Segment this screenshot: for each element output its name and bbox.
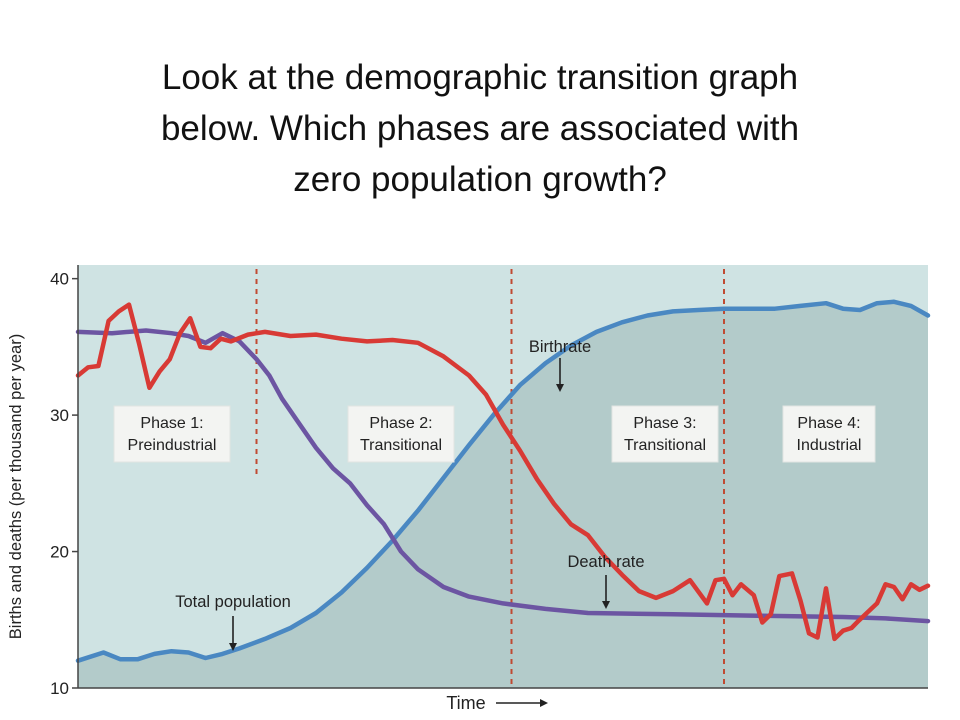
- demographic-transition-chart: 10 20 30 40 Births and deaths (per thousand …: [7, 265, 931, 713]
- question-text: Look at the demographic transition graph…: [60, 52, 900, 205]
- birthrate-annotation-arrow-head: [556, 384, 564, 392]
- total-population-annotation-arrow-head: [229, 643, 237, 651]
- phase-1-title: Phase 1:: [140, 415, 203, 432]
- phase-4-name: Industrial: [797, 437, 862, 454]
- y-axis-label: Births and deaths (per thousand per year…: [7, 334, 25, 639]
- phase-4-title: Phase 4:: [797, 415, 860, 432]
- y-tick-label-20: 20: [50, 543, 69, 562]
- y-tick-label-40: 40: [50, 270, 69, 289]
- question-line-3: zero population growth?: [293, 160, 667, 199]
- phase-2-title: Phase 2:: [369, 415, 432, 432]
- birthrate-annotation: Birthrate: [529, 338, 591, 356]
- y-tick-label-10: 10: [50, 679, 69, 698]
- phase-3-box: [611, 405, 719, 463]
- question-line-2: below. Which phases are associated with: [160, 109, 800, 148]
- phase-1-name: Preindustrial: [128, 437, 217, 454]
- phase-3-name: Transitional: [624, 437, 706, 454]
- y-tick-label-30: 30: [50, 406, 69, 425]
- death-rate-annotation: Death rate: [567, 553, 644, 571]
- phase-2-box: [347, 405, 455, 463]
- birthrate-line: [75, 302, 931, 642]
- phase-1-box: [113, 405, 231, 463]
- total-population-annotation: Total population: [175, 593, 291, 611]
- population-shaded-area: [78, 301, 928, 688]
- question-line-1: Look at the demographic transition graph: [161, 58, 799, 97]
- x-axis-label: Time: [446, 693, 485, 713]
- phase-2-name: Transitional: [360, 437, 442, 454]
- phase-4-box: [782, 405, 876, 463]
- x-axis-arrow-head: [540, 699, 548, 707]
- death-rate-annotation-arrow-head: [602, 601, 610, 609]
- phase-3-title: Phase 3:: [633, 415, 696, 432]
